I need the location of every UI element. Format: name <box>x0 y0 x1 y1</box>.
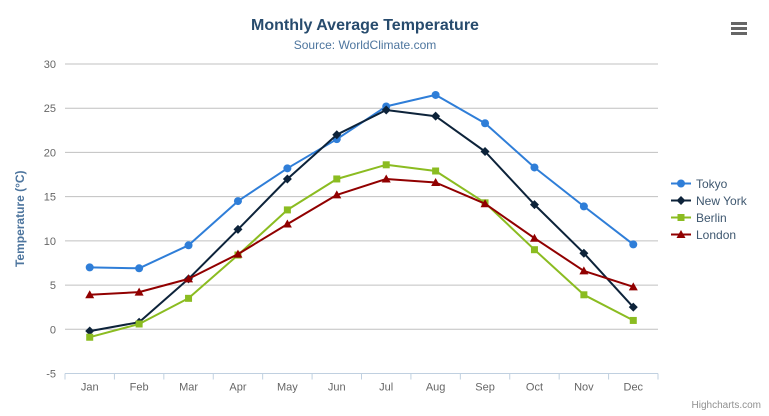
london-marker-feb[interactable] <box>134 287 144 296</box>
london-marker-oct[interactable] <box>529 233 539 242</box>
london-marker-apr[interactable] <box>233 249 243 258</box>
tokyo-marker-aug[interactable] <box>431 90 440 99</box>
x-axis-label: May <box>277 382 298 394</box>
tokyo-marker-sep[interactable] <box>481 119 490 128</box>
tokyo-marker-dec[interactable] <box>629 240 638 249</box>
new-york-marker-sep[interactable] <box>480 147 490 157</box>
legend: Tokyo New York Berlin London <box>671 177 747 245</box>
legend-item-label: London <box>696 227 737 242</box>
tokyo-legend-symbol[interactable] <box>677 179 685 188</box>
london-marker-may[interactable] <box>282 219 292 228</box>
berlin-marker-may[interactable] <box>283 206 291 214</box>
berlin-legend-marker <box>671 214 691 221</box>
y-axis-label: 0 <box>50 324 56 336</box>
x-axis-label: Jan <box>81 382 99 394</box>
x-axis-label: Nov <box>574 382 594 394</box>
chart-subtitle: Source: WorldClimate.com <box>293 38 437 52</box>
tokyo-marker-may[interactable] <box>283 164 292 173</box>
x-axis-label: Jun <box>328 382 346 394</box>
new-york-marker-jul[interactable] <box>381 105 391 115</box>
x-axis-label: Aug <box>426 382 446 394</box>
x-axis-label: Oct <box>526 382 543 394</box>
berlin-line[interactable] <box>89 163 634 339</box>
x-axis-label: Feb <box>130 382 149 394</box>
new-york-marker-jun[interactable] <box>332 130 342 140</box>
tokyo-legend-marker <box>671 179 691 188</box>
berlin-marker-feb[interactable] <box>135 320 143 328</box>
export-menu-button[interactable] <box>727 18 751 39</box>
highcharts-credits-link[interactable]: Highcharts.com <box>691 400 761 411</box>
y-axis-label: 25 <box>44 103 56 115</box>
london-marker-mar[interactable] <box>184 274 194 283</box>
new-york-line[interactable] <box>89 109 635 333</box>
berlin-marker-jun[interactable] <box>333 175 341 183</box>
legend-item-label: Berlin <box>696 210 727 225</box>
y-axis-label: 10 <box>44 236 56 248</box>
tokyo-line[interactable] <box>89 93 634 270</box>
tokyo-marker-mar[interactable] <box>184 241 193 250</box>
london-legend-marker <box>671 230 691 238</box>
chart-title: Monthly Average Temperature <box>251 17 479 34</box>
y-axis-label: 20 <box>44 147 56 159</box>
berlin-marker-oct[interactable] <box>530 246 538 254</box>
new-york-marker-dec[interactable] <box>628 302 638 312</box>
new-york-legend-symbol[interactable] <box>676 196 686 205</box>
tokyo-series <box>85 90 638 273</box>
new-york-legend-marker <box>671 196 691 205</box>
new-york-marker-apr[interactable] <box>233 224 243 234</box>
legend-item-berlin[interactable]: Berlin <box>671 210 747 225</box>
tokyo-marker-feb[interactable] <box>135 264 144 273</box>
legend-item-tokyo[interactable]: Tokyo <box>671 176 747 191</box>
tokyo-marker-apr[interactable] <box>233 197 242 206</box>
berlin-marker-jul[interactable] <box>382 161 390 169</box>
berlin-marker-dec[interactable] <box>629 316 637 324</box>
new-york-marker-oct[interactable] <box>529 200 539 210</box>
tokyo-marker-oct[interactable] <box>530 163 539 172</box>
london-marker-jul[interactable] <box>381 174 391 183</box>
legend-item-london[interactable]: London <box>671 227 747 242</box>
legend-item-new-york[interactable]: New York <box>671 193 747 208</box>
london-marker-jan[interactable] <box>85 290 95 299</box>
y-axis-label: 5 <box>50 280 56 292</box>
new-york-series <box>85 105 638 336</box>
tokyo-marker-nov[interactable] <box>579 202 588 211</box>
berlin-marker-mar[interactable] <box>185 294 193 302</box>
y-axis-title: Temperature (°C) <box>13 170 27 267</box>
london-marker-dec[interactable] <box>628 282 638 291</box>
new-york-marker-aug[interactable] <box>431 111 441 121</box>
new-york-marker-jan[interactable] <box>85 326 95 336</box>
y-axis-label: 15 <box>44 192 56 204</box>
new-york-marker-may[interactable] <box>282 174 292 184</box>
y-axis-label: 30 <box>44 59 56 71</box>
london-marker-sep[interactable] <box>480 199 490 208</box>
berlin-marker-jan[interactable] <box>86 333 94 341</box>
legend-item-label: Tokyo <box>696 176 728 191</box>
berlin-legend-symbol[interactable] <box>677 214 685 221</box>
legend-item-label: New York <box>696 193 747 208</box>
london-line[interactable] <box>89 178 634 296</box>
london-marker-aug[interactable] <box>431 177 441 186</box>
y-axis-label: -5 <box>46 369 56 381</box>
london-marker-jun[interactable] <box>332 190 342 199</box>
hamburger-icon <box>731 22 747 35</box>
london-legend-symbol[interactable] <box>676 230 686 238</box>
tokyo-marker-jan[interactable] <box>85 263 94 272</box>
x-axis-label: Dec <box>624 382 644 394</box>
new-york-marker-nov[interactable] <box>579 248 589 258</box>
x-axis-label: Sep <box>475 382 495 394</box>
x-axis-label: Jul <box>379 382 393 394</box>
berlin-marker-nov[interactable] <box>580 291 588 299</box>
x-axis-label: Mar <box>179 382 198 394</box>
x-axis-label: Apr <box>229 382 246 394</box>
berlin-marker-aug[interactable] <box>432 167 440 175</box>
london-series <box>85 174 638 299</box>
london-marker-nov[interactable] <box>579 266 589 275</box>
